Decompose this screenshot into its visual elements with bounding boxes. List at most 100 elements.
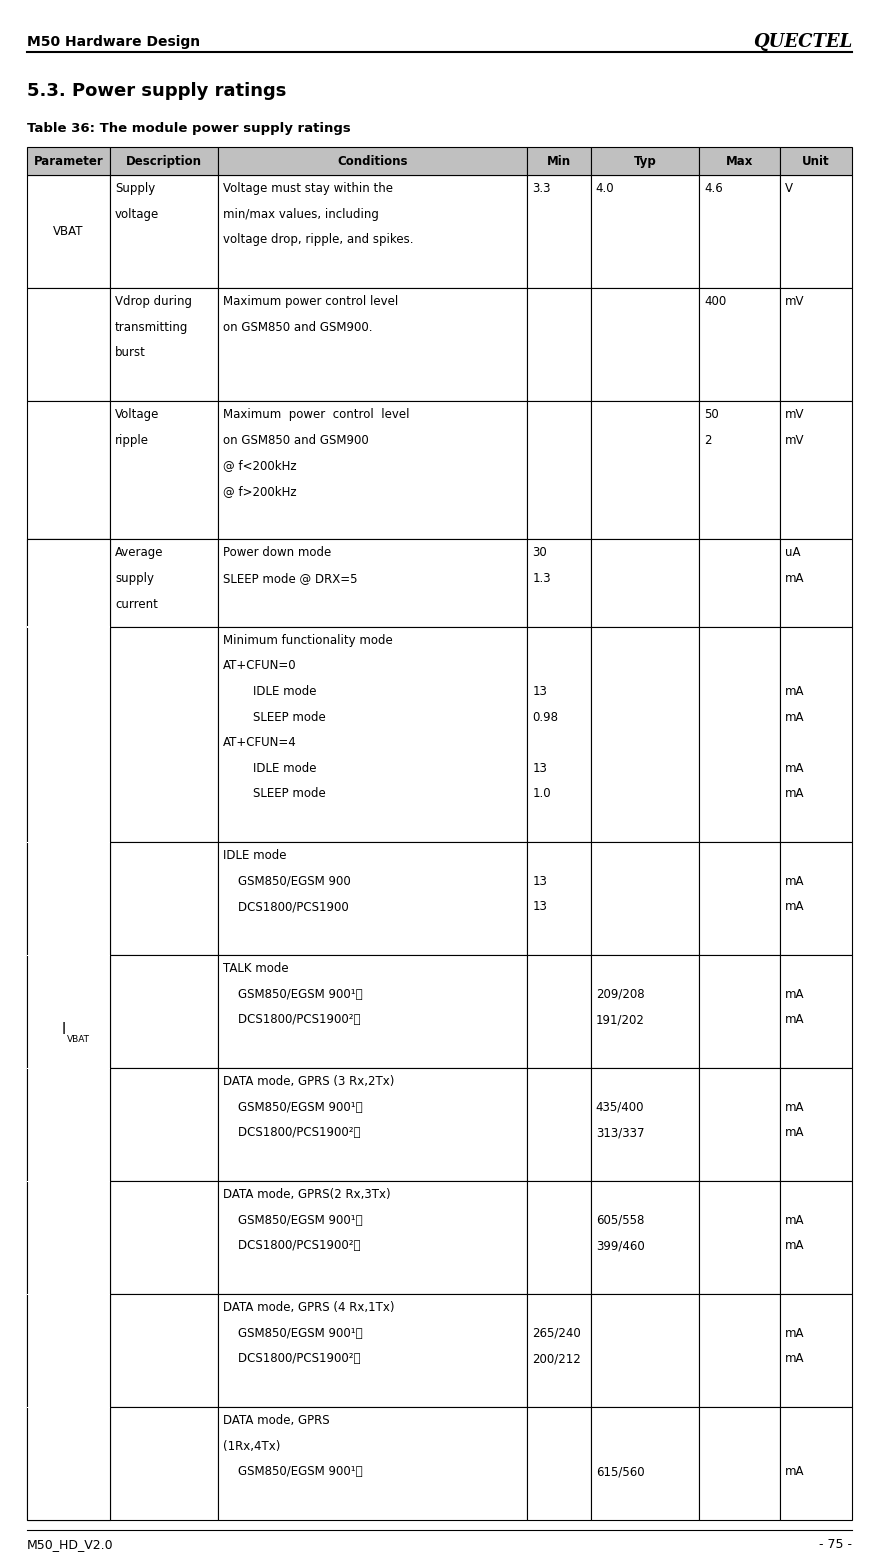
Text: 3.3: 3.3: [532, 182, 551, 194]
Text: AT+CFUN=4: AT+CFUN=4: [222, 736, 296, 750]
Text: DCS1800/PCS1900²⧣: DCS1800/PCS1900²⧣: [222, 1127, 360, 1139]
Bar: [527, 1067, 590, 1181]
Bar: [527, 288, 590, 401]
Text: 191/202: 191/202: [595, 1013, 644, 1027]
Bar: [699, 146, 779, 174]
Text: 5.3. Power supply ratings: 5.3. Power supply ratings: [27, 82, 286, 100]
Bar: [699, 627, 779, 842]
Bar: [779, 288, 851, 401]
Text: DCS1800/PCS1900²⧣: DCS1800/PCS1900²⧣: [222, 1013, 360, 1027]
Text: min/max values, including: min/max values, including: [222, 207, 378, 221]
Text: 4.6: 4.6: [703, 182, 723, 194]
Text: mA: mA: [784, 901, 803, 913]
Text: Parameter: Parameter: [33, 154, 104, 168]
Bar: [218, 1067, 527, 1181]
Text: IDLE mode: IDLE mode: [222, 685, 316, 699]
Bar: [27, 288, 110, 401]
Bar: [218, 1407, 527, 1520]
Text: 399/460: 399/460: [595, 1239, 644, 1253]
Text: GSM850/EGSM 900¹⧣: GSM850/EGSM 900¹⧣: [222, 1466, 362, 1478]
Bar: [779, 955, 851, 1067]
Bar: [590, 174, 699, 288]
Bar: [590, 1181, 699, 1295]
Bar: [527, 174, 590, 288]
Text: @ f<200kHz: @ f<200kHz: [222, 459, 296, 471]
Text: QUECTEL: QUECTEL: [752, 33, 851, 51]
Text: (1Rx,4Tx): (1Rx,4Tx): [222, 1439, 280, 1453]
Bar: [590, 1067, 699, 1181]
Text: 400: 400: [703, 296, 726, 308]
Text: Max: Max: [725, 154, 752, 168]
Text: 30: 30: [532, 546, 546, 560]
Bar: [110, 1295, 218, 1407]
Text: Conditions: Conditions: [337, 154, 407, 168]
Text: Minimum functionality mode: Minimum functionality mode: [222, 633, 392, 647]
Text: 605/558: 605/558: [595, 1214, 644, 1226]
Bar: [527, 540, 590, 627]
Text: mA: mA: [784, 1466, 803, 1478]
Text: mV: mV: [784, 408, 803, 422]
Text: 265/240: 265/240: [532, 1327, 580, 1340]
Bar: [27, 1295, 110, 1407]
Text: Voltage: Voltage: [115, 408, 159, 422]
Bar: [590, 1295, 699, 1407]
Bar: [110, 627, 218, 842]
Bar: [27, 174, 110, 288]
Text: GSM850/EGSM 900¹⧣: GSM850/EGSM 900¹⧣: [222, 1100, 362, 1114]
Text: V: V: [784, 182, 792, 194]
Bar: [699, 1181, 779, 1295]
Text: Maximum  power  control  level: Maximum power control level: [222, 408, 409, 422]
Bar: [218, 540, 527, 627]
Text: 435/400: 435/400: [595, 1100, 644, 1114]
Text: GSM850/EGSM 900¹⧣: GSM850/EGSM 900¹⧣: [222, 1214, 362, 1226]
Bar: [779, 627, 851, 842]
Text: SLEEP mode @ DRX=5: SLEEP mode @ DRX=5: [222, 573, 356, 585]
Text: SLEEP mode: SLEEP mode: [222, 711, 325, 724]
Text: mA: mA: [784, 711, 803, 724]
Text: 13: 13: [532, 901, 546, 913]
Text: 13: 13: [532, 685, 546, 699]
Text: 313/337: 313/337: [595, 1127, 644, 1139]
Bar: [110, 288, 218, 401]
Bar: [110, 955, 218, 1067]
Text: DCS1800/PCS1900²⧣: DCS1800/PCS1900²⧣: [222, 1352, 360, 1365]
Text: mA: mA: [784, 1100, 803, 1114]
Text: I: I: [61, 1022, 64, 1036]
Bar: [110, 401, 218, 540]
Bar: [110, 1067, 218, 1181]
Bar: [218, 955, 527, 1067]
Bar: [590, 146, 699, 174]
Bar: [110, 1407, 218, 1520]
Bar: [27, 401, 110, 540]
Bar: [590, 401, 699, 540]
Text: DCS1800/PCS1900: DCS1800/PCS1900: [222, 901, 349, 913]
Bar: [699, 401, 779, 540]
Bar: [699, 1407, 779, 1520]
Text: 13: 13: [532, 762, 546, 775]
Bar: [218, 842, 527, 955]
Bar: [218, 401, 527, 540]
Bar: [218, 1295, 527, 1407]
Bar: [218, 288, 527, 401]
Bar: [527, 955, 590, 1067]
Text: current: current: [115, 598, 158, 610]
Text: transmitting: transmitting: [115, 321, 188, 333]
Text: DATA mode, GPRS: DATA mode, GPRS: [222, 1414, 329, 1427]
Text: DCS1800/PCS1900²⧣: DCS1800/PCS1900²⧣: [222, 1239, 360, 1253]
Bar: [527, 1407, 590, 1520]
Bar: [110, 1181, 218, 1295]
Bar: [699, 842, 779, 955]
Bar: [110, 842, 218, 955]
Bar: [779, 174, 851, 288]
Text: burst: burst: [115, 345, 146, 359]
Bar: [27, 627, 110, 842]
Text: mA: mA: [784, 874, 803, 888]
Bar: [699, 1067, 779, 1181]
Bar: [27, 842, 110, 955]
Text: 209/208: 209/208: [595, 988, 644, 1001]
Bar: [779, 146, 851, 174]
Text: DATA mode, GPRS (3 Rx,2Tx): DATA mode, GPRS (3 Rx,2Tx): [222, 1075, 393, 1088]
Bar: [590, 288, 699, 401]
Bar: [699, 174, 779, 288]
Bar: [699, 288, 779, 401]
